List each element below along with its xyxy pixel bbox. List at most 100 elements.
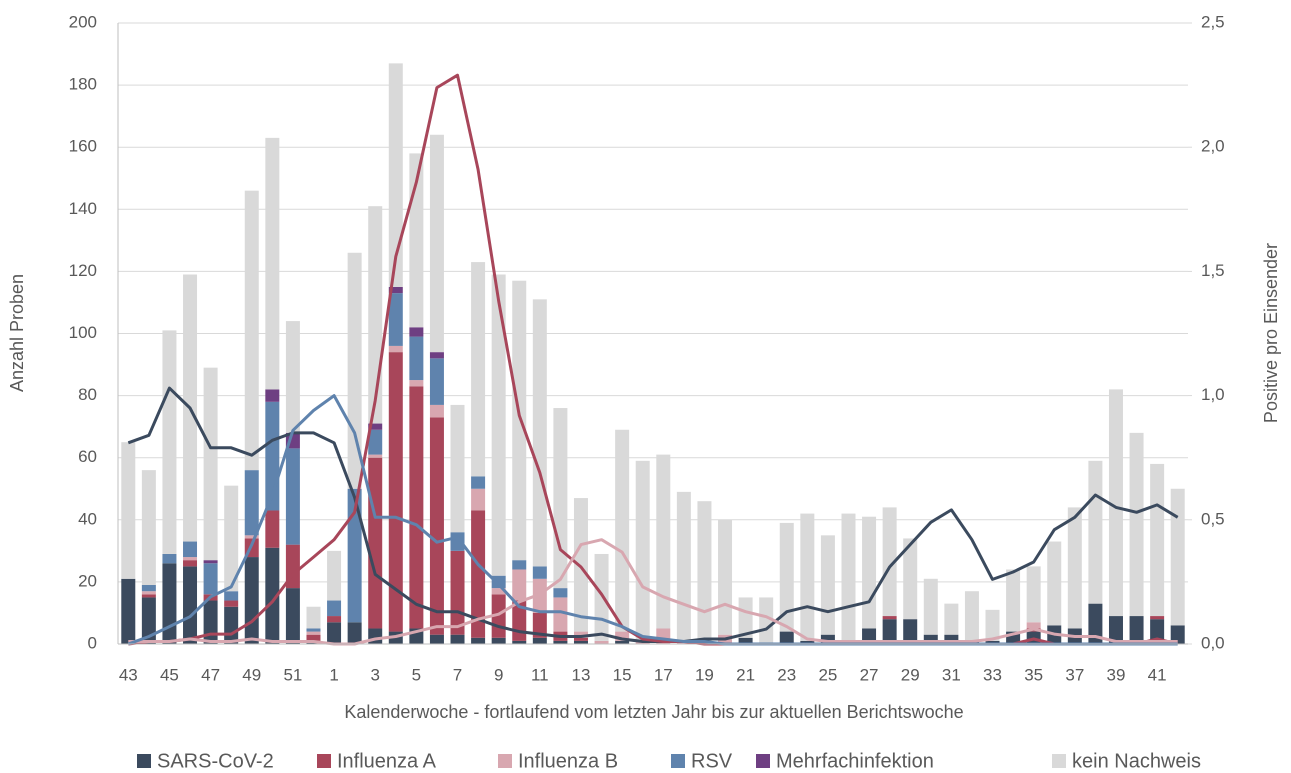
legend-item: RSV	[671, 750, 733, 772]
bar-segment	[429, 352, 444, 359]
x-tick-label: 29	[901, 665, 920, 684]
bar-segment	[635, 460, 650, 641]
bar-segment	[388, 63, 403, 287]
bar-segment	[203, 600, 218, 644]
bar-segment	[1150, 619, 1165, 644]
bar-segment	[615, 631, 630, 641]
legend-swatch	[1052, 754, 1066, 768]
bar-segment	[759, 597, 774, 644]
x-tick-label: 39	[1107, 665, 1126, 684]
bar-segment	[882, 616, 897, 620]
legend-swatch	[137, 754, 151, 768]
bar-segment	[1026, 566, 1041, 623]
bar-segment	[491, 274, 506, 576]
x-tick-label: 9	[494, 665, 503, 684]
bar-segment	[388, 293, 403, 346]
bar-segment	[1047, 541, 1062, 626]
bar-segment	[429, 358, 444, 405]
bar-segment	[553, 408, 568, 589]
y-tick-label: 180	[69, 75, 97, 94]
legend-swatch	[317, 754, 331, 768]
bar-segment	[985, 609, 1000, 641]
bar-segment	[409, 386, 424, 629]
bar-segment	[265, 389, 280, 402]
bar-segment	[244, 470, 259, 536]
bar-segment	[553, 597, 568, 632]
bar-segment	[820, 535, 835, 635]
bar-segment	[491, 637, 506, 644]
bar-segment	[1170, 488, 1185, 626]
bar-segment	[244, 190, 259, 471]
bar-segment	[327, 550, 342, 601]
bar-segment	[532, 299, 547, 567]
y-tick-label: 200	[69, 12, 97, 31]
bar-segment	[306, 631, 321, 635]
x-tick-label: 1	[329, 665, 338, 684]
y2-tick-label: 2,0	[1201, 137, 1225, 156]
bar-segment	[224, 591, 239, 601]
bar-segment	[1026, 622, 1041, 629]
legend-swatch	[756, 754, 770, 768]
x-tick-label: 21	[736, 665, 755, 684]
x-tick-label: 47	[201, 665, 220, 684]
legend-item: SARS-CoV-2	[137, 750, 274, 772]
y-tick-label: 20	[78, 571, 97, 590]
x-tick-label: 49	[242, 665, 261, 684]
legend-label: kein Nachweis	[1072, 750, 1201, 772]
bar-segment	[841, 513, 856, 641]
bar-segment	[1170, 625, 1185, 644]
bar-segment	[491, 588, 506, 595]
bar-segment	[244, 535, 259, 539]
bar-segment	[183, 557, 198, 561]
bar-segment	[512, 560, 527, 570]
bar-segment	[964, 591, 979, 641]
y2-tick-label: 0,5	[1201, 509, 1225, 528]
bar-segment	[388, 352, 403, 632]
bar-segment	[141, 470, 156, 586]
bar-segment	[882, 619, 897, 644]
bar-segment	[347, 622, 362, 644]
bar-segment	[203, 560, 218, 564]
bar-segment	[1006, 569, 1021, 632]
bar-segment	[882, 507, 897, 617]
bar-segment	[368, 454, 383, 458]
bar-segment	[409, 336, 424, 381]
x-axis-title: Kalenderwoche - fortlaufend vom letzten …	[344, 702, 963, 722]
legend-item: Influenza B	[498, 750, 618, 772]
bar-segment	[800, 513, 815, 641]
bar-segment	[512, 280, 527, 561]
bar-segment	[265, 510, 280, 548]
y-tick-label: 100	[69, 323, 97, 342]
bar-segment	[450, 550, 465, 635]
x-tick-label: 15	[613, 665, 632, 684]
bar-segment	[903, 538, 918, 620]
legend-label: Influenza A	[337, 750, 437, 772]
x-tick-label: 7	[453, 665, 462, 684]
bar-segment	[183, 560, 198, 567]
x-tick-label: 17	[654, 665, 673, 684]
x-tick-label: 3	[370, 665, 379, 684]
legend-label: Influenza B	[518, 750, 618, 772]
bar-segment	[573, 637, 588, 641]
bar-segment	[615, 429, 630, 632]
y-tick-label: 0	[88, 633, 97, 652]
bar-segment	[141, 594, 156, 598]
bar-segment	[718, 519, 733, 635]
x-tick-label: 51	[283, 665, 302, 684]
bar-segment	[285, 321, 300, 433]
legend-item: Mehrfachinfektion	[756, 750, 934, 772]
bar-segment	[471, 488, 486, 511]
y-tick-label: 120	[69, 261, 97, 280]
bar-segment	[306, 634, 321, 641]
bar-segment	[553, 640, 568, 644]
bar-segment	[327, 616, 342, 623]
bar-segment	[656, 454, 671, 629]
legend-item: kein Nachweis	[1052, 750, 1201, 772]
bar-segment	[347, 488, 362, 623]
y2-tick-label: 1,0	[1201, 385, 1225, 404]
x-tick-label: 19	[695, 665, 714, 684]
bar-segment	[224, 606, 239, 644]
bar-segment	[471, 262, 486, 477]
y-tick-label: 60	[78, 447, 97, 466]
